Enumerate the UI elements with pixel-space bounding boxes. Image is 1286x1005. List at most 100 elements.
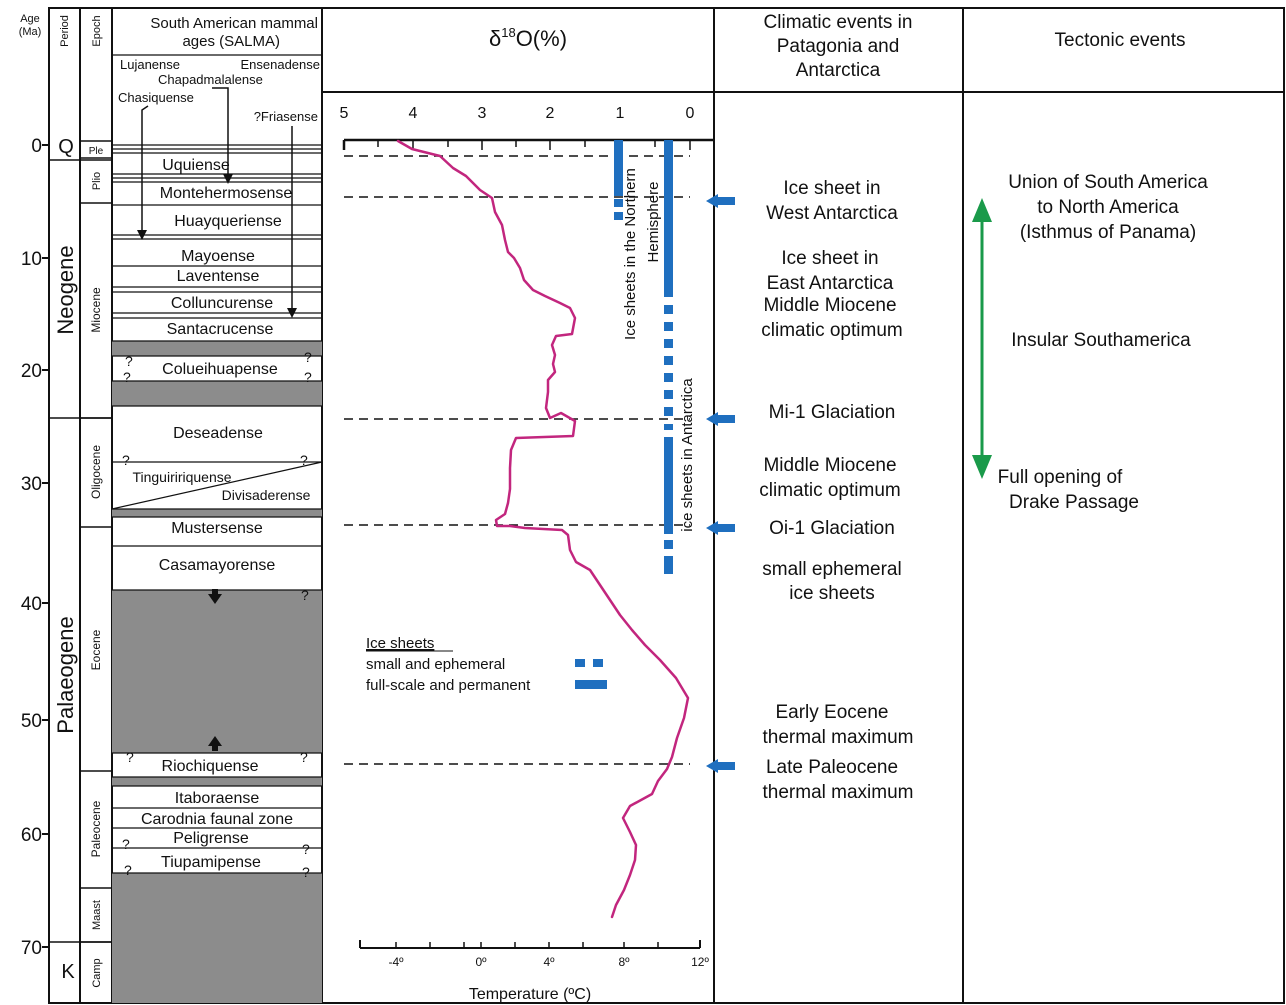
tectonic-events: Union of South America to North America (I…: [972, 172, 1208, 513]
legend-item-small: small and ephemeral: [366, 656, 505, 673]
age-tick-label: 10: [21, 249, 42, 270]
temp-tick-label: 8º: [618, 955, 630, 969]
label-ice-northern: Ice sheets in the Northern Hemisphere: [622, 164, 662, 340]
svg-text:?: ?: [126, 749, 134, 765]
ice-legend: Ice sheets small and ephemeral full-scal…: [366, 635, 607, 694]
salma-stage-label: Laventense: [177, 268, 260, 285]
svg-text:?: ?: [304, 349, 312, 365]
climatic-event: Oi-1 Glaciation: [769, 518, 895, 539]
climatic-event: Middle Miocene climatic optimum: [759, 455, 900, 501]
ice-bar-antarctica: [664, 140, 673, 574]
climatic-event: Early Eocene thermal maximum: [763, 702, 914, 748]
isotope-panel: 5 4 3 2 1 0 -4º 0º 4º 8º: [340, 105, 714, 1003]
header-climatic: Climatic events in Patagonia and Antarctic…: [764, 12, 913, 81]
legend-item-full: full-scale and permanent: [366, 677, 531, 694]
age-tick-label: 20: [21, 361, 42, 382]
tectonic-arrow-down: [972, 455, 992, 479]
salma-stage-label: Huayqueriense: [174, 213, 282, 230]
header-age: Age (Ma): [19, 13, 42, 38]
salma-friasense: ?Friasense: [254, 109, 318, 124]
age-tick-label: 0: [31, 136, 42, 157]
svg-text:?: ?: [302, 841, 310, 857]
age-tick-label: 70: [21, 938, 42, 959]
column-frames: [48, 7, 1285, 1004]
salma-stage-label: Casamayorense: [159, 557, 276, 574]
climatic-event: Late Paleocene thermal maximum: [763, 757, 914, 803]
epoch-pleistocene: Ple: [89, 146, 104, 157]
ice-bar-northern: [614, 140, 623, 220]
age-axis: 0 10 20 30 40 50 60 70: [21, 136, 49, 959]
period-column: Q Neogene Palaeogene K: [49, 136, 112, 983]
salma-stage-label: Peligrense: [173, 830, 249, 847]
salma-stage-label: Colluncurense: [171, 295, 273, 312]
salma-chapadmalalense: Chapadmalalense: [158, 72, 263, 87]
d18o-tick-label: 2: [546, 105, 555, 122]
d18o-curve: [396, 139, 690, 919]
age-tick-label: 50: [21, 711, 42, 732]
d18o-tick-label: 4: [409, 105, 418, 122]
climate-arrow: [706, 521, 735, 535]
salma-gaps: [112, 341, 322, 1003]
epoch-column: Ple Plio Miocene Oligocene Eocene Paleoc…: [80, 140, 112, 988]
d18o-tick-label: 1: [616, 105, 625, 122]
salma-stage-label: Santacrucense: [167, 321, 274, 338]
salma-ensenadense: Ensenadense: [240, 57, 320, 72]
climate-arrow: [706, 412, 735, 426]
header-d18o: δ18O(%): [489, 25, 567, 51]
label-ice-antarctica: ice sheets in Antarctica: [679, 378, 696, 532]
salma-stage-label: Uquiense: [162, 157, 230, 174]
salma-stage-label: Mustersense: [171, 520, 263, 537]
header-period: Period: [59, 15, 71, 47]
svg-text:?: ?: [301, 587, 309, 603]
svg-text:?: ?: [122, 836, 130, 852]
climatic-event: Ice sheet in West Antarctica: [766, 178, 898, 224]
epoch-eocene: Eocene: [89, 629, 103, 670]
header-tectonic: Tectonic events: [1055, 30, 1186, 51]
period-q: Q: [58, 136, 74, 158]
tectonic-event: Union of South America to North America (I…: [1008, 172, 1208, 243]
svg-text:?: ?: [124, 862, 132, 878]
temp-tick-label: 4º: [543, 955, 555, 969]
climatic-events: Ice sheet in West Antarctica Ice sheet in…: [706, 178, 913, 803]
svg-text:?: ?: [123, 369, 131, 385]
age-tick-label: 30: [21, 474, 42, 495]
climate-arrow: [706, 194, 735, 208]
tectonic-arrow-up: [972, 198, 992, 222]
temp-axis-label: Temperature (ºC): [469, 986, 591, 1003]
climatic-event: Ice sheet in East Antarctica: [767, 248, 894, 294]
salma-stage-label: Itaboraense: [175, 790, 260, 807]
epoch-pliocene: Plio: [91, 172, 103, 190]
temp-tick-label: -4º: [388, 955, 404, 969]
salma-stage-label: Mayoense: [181, 248, 255, 265]
svg-text:?: ?: [122, 452, 130, 468]
salma-stage-label: Carodnia faunal zone: [141, 811, 293, 828]
salma-stage-label: Colueihuapense: [162, 361, 278, 378]
epoch-paleocene: Paleocene: [89, 800, 103, 857]
temp-tick-label: 0º: [475, 955, 487, 969]
d18o-tick-label: 5: [340, 105, 349, 122]
d18o-tick-label: 3: [478, 105, 487, 122]
tectonic-event: Insular Southamerica: [1011, 330, 1191, 351]
salma-stage-label: Montehermosense: [160, 185, 293, 202]
header-epoch: Epoch: [91, 15, 103, 46]
svg-text:?: ?: [300, 749, 308, 765]
epoch-maastrichtian: Maast: [91, 900, 103, 930]
age-tick-label: 40: [21, 594, 42, 615]
salma-stage-label: Divisaderense: [222, 487, 311, 503]
epoch-oligocene: Oligocene: [89, 445, 103, 499]
salma-stage-label: Tinguiririquense: [132, 469, 231, 485]
salma-column: Lujanense Ensenadense Chapadmalalense Ch…: [111, 54, 323, 880]
period-k: K: [61, 961, 75, 983]
salma-stage-label: Riochiquense: [162, 758, 259, 775]
svg-text:?: ?: [300, 452, 308, 468]
epoch-campanian: Camp: [91, 958, 103, 987]
legend-title: Ice sheets: [366, 635, 434, 652]
uncertainty-marks: ? ? ? ? ? ? ? ? ? ? ? ? ?: [122, 349, 312, 880]
epoch-miocene: Miocene: [89, 287, 103, 333]
temp-tick-label: 12º: [691, 955, 709, 969]
salma-chasiquense: Chasiquense: [118, 90, 194, 105]
age-tick-label: 60: [21, 825, 42, 846]
svg-text:?: ?: [302, 864, 310, 880]
salma-stage-label: Deseadense: [173, 425, 263, 442]
svg-text:?: ?: [125, 353, 133, 369]
